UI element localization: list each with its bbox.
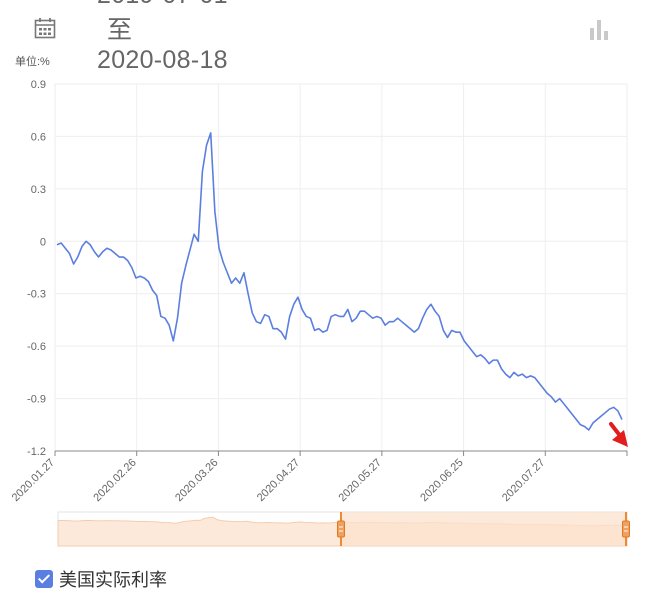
x-tick-label: 2020.03.26 — [173, 457, 220, 504]
end-date[interactable]: 2020-08-18 — [96, 46, 228, 74]
slider-handle-left[interactable] — [337, 512, 345, 546]
start-date[interactable]: 2019-07-01 — [97, 0, 228, 9]
legend-label: 美国实际利率 — [59, 570, 167, 590]
slider-handle-right[interactable] — [622, 512, 630, 546]
y-tick-label: 0 — [40, 236, 46, 248]
y-tick-label: -0.6 — [27, 341, 46, 353]
y-tick-label: -1.2 — [27, 446, 46, 458]
date-separator: 至 — [106, 16, 133, 44]
y-tick-label: -0.9 — [27, 394, 46, 406]
series-line — [56, 132, 623, 431]
calendar-icon[interactable] — [34, 17, 56, 39]
y-tick-label: -0.3 — [27, 289, 46, 301]
y-tick-label: 0.6 — [31, 131, 46, 143]
date-range-header[interactable]: 2019-07-01 至 2020-08-18 — [34, 0, 228, 74]
legend-checkbox[interactable] — [35, 570, 53, 588]
legend-item[interactable]: 美国实际利率 — [35, 566, 167, 592]
bar-chart-icon[interactable] — [586, 16, 612, 42]
y-tick-label: 0.9 — [31, 79, 46, 91]
x-tick-label: 2020.04.27 — [255, 457, 302, 504]
x-tick-label: 2020.01.27 — [10, 457, 57, 504]
unit-label: 单位:% — [15, 56, 50, 68]
slider-handle-grip[interactable] — [337, 520, 345, 538]
x-tick-label: 2020.02.26 — [91, 457, 138, 504]
red-arrow-head — [612, 430, 628, 447]
slider-selection[interactable] — [341, 512, 626, 546]
x-tick-label: 2020.07.27 — [500, 457, 547, 504]
slider-handle-grip[interactable] — [622, 520, 630, 538]
x-tick-label: 2020.05.27 — [337, 457, 384, 504]
y-tick-label: 0.3 — [31, 184, 46, 196]
data-zoom-slider[interactable] — [57, 511, 630, 547]
x-tick-label: 2020.06.25 — [418, 457, 465, 504]
